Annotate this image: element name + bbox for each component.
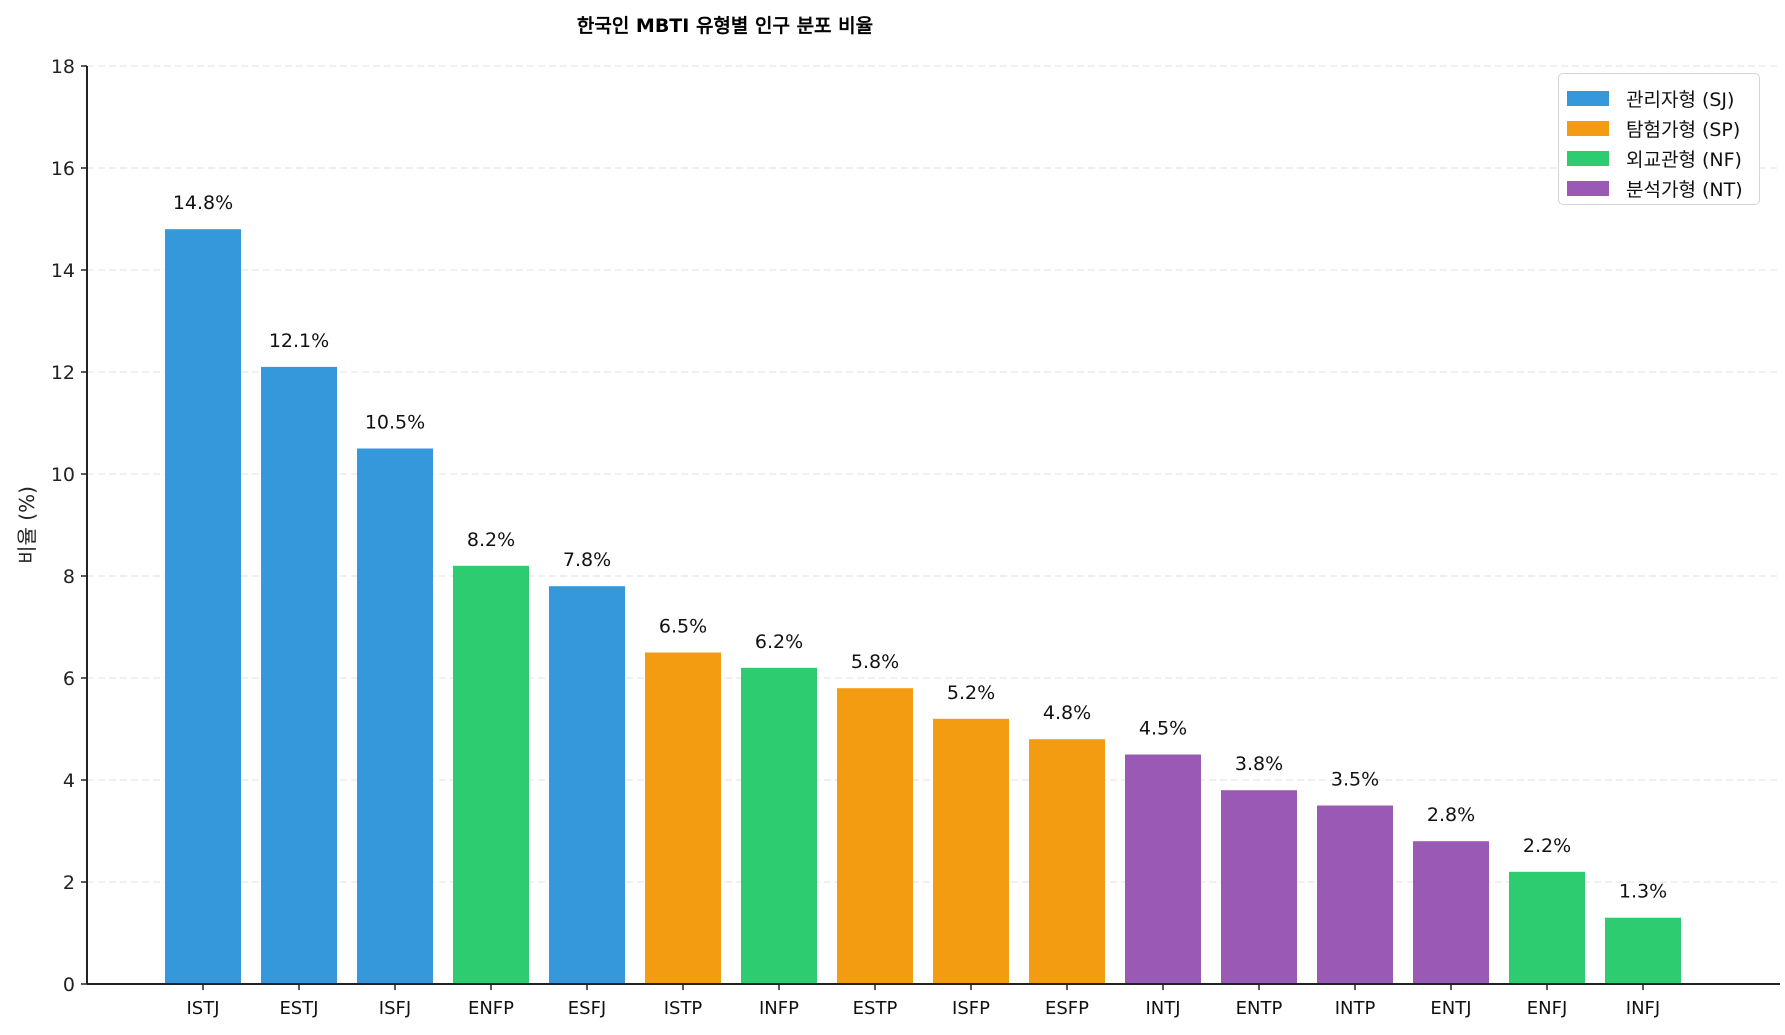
x-tick-label: ESFP [1045, 998, 1089, 1019]
bar-value-label: 7.8% [563, 549, 611, 571]
x-tick-label: ESTJ [279, 998, 318, 1019]
legend-item-nf: 외교관형 (NF) [1567, 143, 1759, 173]
y-tick-label: 10 [51, 464, 75, 486]
bar-value-label: 3.8% [1235, 753, 1283, 775]
legend-item-nt: 분석가형 (NT) [1567, 173, 1759, 203]
legend-swatch-nf [1567, 150, 1609, 166]
bar-value-label: 14.8% [173, 192, 233, 214]
bar-isfj [357, 448, 433, 984]
legend-label-sp: 탐험가형 (SP) [1626, 118, 1741, 141]
y-tick-label: 14 [51, 260, 75, 282]
y-tick-label: 2 [63, 872, 75, 894]
x-tick-label: INTP [1335, 998, 1376, 1019]
x-tick-label: ENFJ [1527, 998, 1568, 1019]
x-tick-label: ENTJ [1430, 998, 1471, 1019]
legend-label-sj: 관리자형 (SJ) [1626, 88, 1735, 111]
y-tick-label: 18 [51, 56, 75, 78]
legend-swatch-nt [1567, 180, 1609, 196]
bar-entj [1413, 841, 1489, 984]
x-tick-label: INTJ [1145, 998, 1180, 1019]
y-tick-label: 16 [51, 158, 75, 180]
chart-title: 한국인 MBTI 유형별 인구 분포 비율 [577, 15, 873, 37]
bar-intj [1125, 754, 1201, 984]
bars: 14.8% 12.1% 10.5% 8.2% 7.8% 6.5% 6.2% 5.8% 5.2% 4… [165, 192, 1681, 984]
y-gridlines [87, 65, 1780, 883]
bar-enfj [1509, 871, 1585, 984]
bar-value-label: 4.8% [1043, 702, 1091, 724]
bar-value-label: 12.1% [269, 330, 329, 352]
legend-item-sj: 관리자형 (SJ) [1567, 83, 1759, 113]
x-tick-label: ESTP [853, 998, 898, 1019]
x-axis: ISTJ ESTJ ISFJ ENFP ESFJ ISTP INFP ESTP ISFP ESFP… [87, 983, 1780, 1019]
bar-istj [165, 229, 241, 984]
bar-value-label: 6.2% [755, 631, 803, 653]
y-tick-label: 0 [63, 974, 75, 996]
bar-value-label: 1.3% [1619, 881, 1667, 903]
bar-value-label: 10.5% [365, 412, 425, 434]
bar-esfp [1029, 739, 1105, 984]
bar-infj [1605, 917, 1681, 984]
x-tick-label: ISFP [952, 998, 990, 1019]
x-tick-label: ESFJ [568, 998, 606, 1019]
legend-item-sp: 탐험가형 (SP) [1567, 113, 1759, 143]
bar-infp [741, 667, 817, 984]
bar-value-label: 5.2% [947, 682, 995, 704]
x-tick-label: ISFJ [379, 998, 411, 1019]
legend-label-nf: 외교관형 (NF) [1626, 148, 1742, 171]
bar-istp [645, 652, 721, 984]
y-axis-label: 비율 (%) [15, 486, 39, 564]
y-tick-label: 8 [63, 566, 75, 588]
y-tick-label: 6 [63, 668, 75, 690]
bar-value-label: 4.5% [1139, 718, 1187, 740]
x-tick-label: ENFP [468, 998, 514, 1019]
bar-entp [1221, 790, 1297, 984]
y-axis: 0 2 4 6 8 10 12 14 16 18 [51, 56, 88, 996]
bar-value-label: 8.2% [467, 529, 515, 551]
legend: 관리자형 (SJ) 탐험가형 (SP) 외교관형 (NF) 분석가형 (NT) [1558, 73, 1760, 205]
bar-estp [837, 688, 913, 984]
bar-esfj [549, 586, 625, 984]
bar-value-label: 3.5% [1331, 769, 1379, 791]
bar-value-label: 2.8% [1427, 804, 1475, 826]
legend-label-nt: 분석가형 (NT) [1626, 178, 1743, 201]
bar-isfp [933, 718, 1009, 984]
x-tick-label: ISTJ [186, 998, 219, 1019]
x-tick-label: INFJ [1626, 998, 1660, 1019]
x-tick-label: ISTP [664, 998, 703, 1019]
y-tick-label: 12 [51, 362, 75, 384]
legend-swatch-sp [1567, 120, 1609, 136]
bar-value-label: 6.5% [659, 616, 707, 638]
y-tick-label: 4 [63, 770, 75, 792]
x-tick-label: ENTP [1236, 998, 1283, 1019]
bar-value-label: 2.2% [1523, 835, 1571, 857]
bar-estj [261, 366, 337, 984]
bar-enfp [453, 565, 529, 984]
x-tick-label: INFP [759, 998, 799, 1019]
legend-swatch-sj [1567, 90, 1609, 106]
bar-intp [1317, 805, 1393, 984]
bar-value-label: 5.8% [851, 651, 899, 673]
